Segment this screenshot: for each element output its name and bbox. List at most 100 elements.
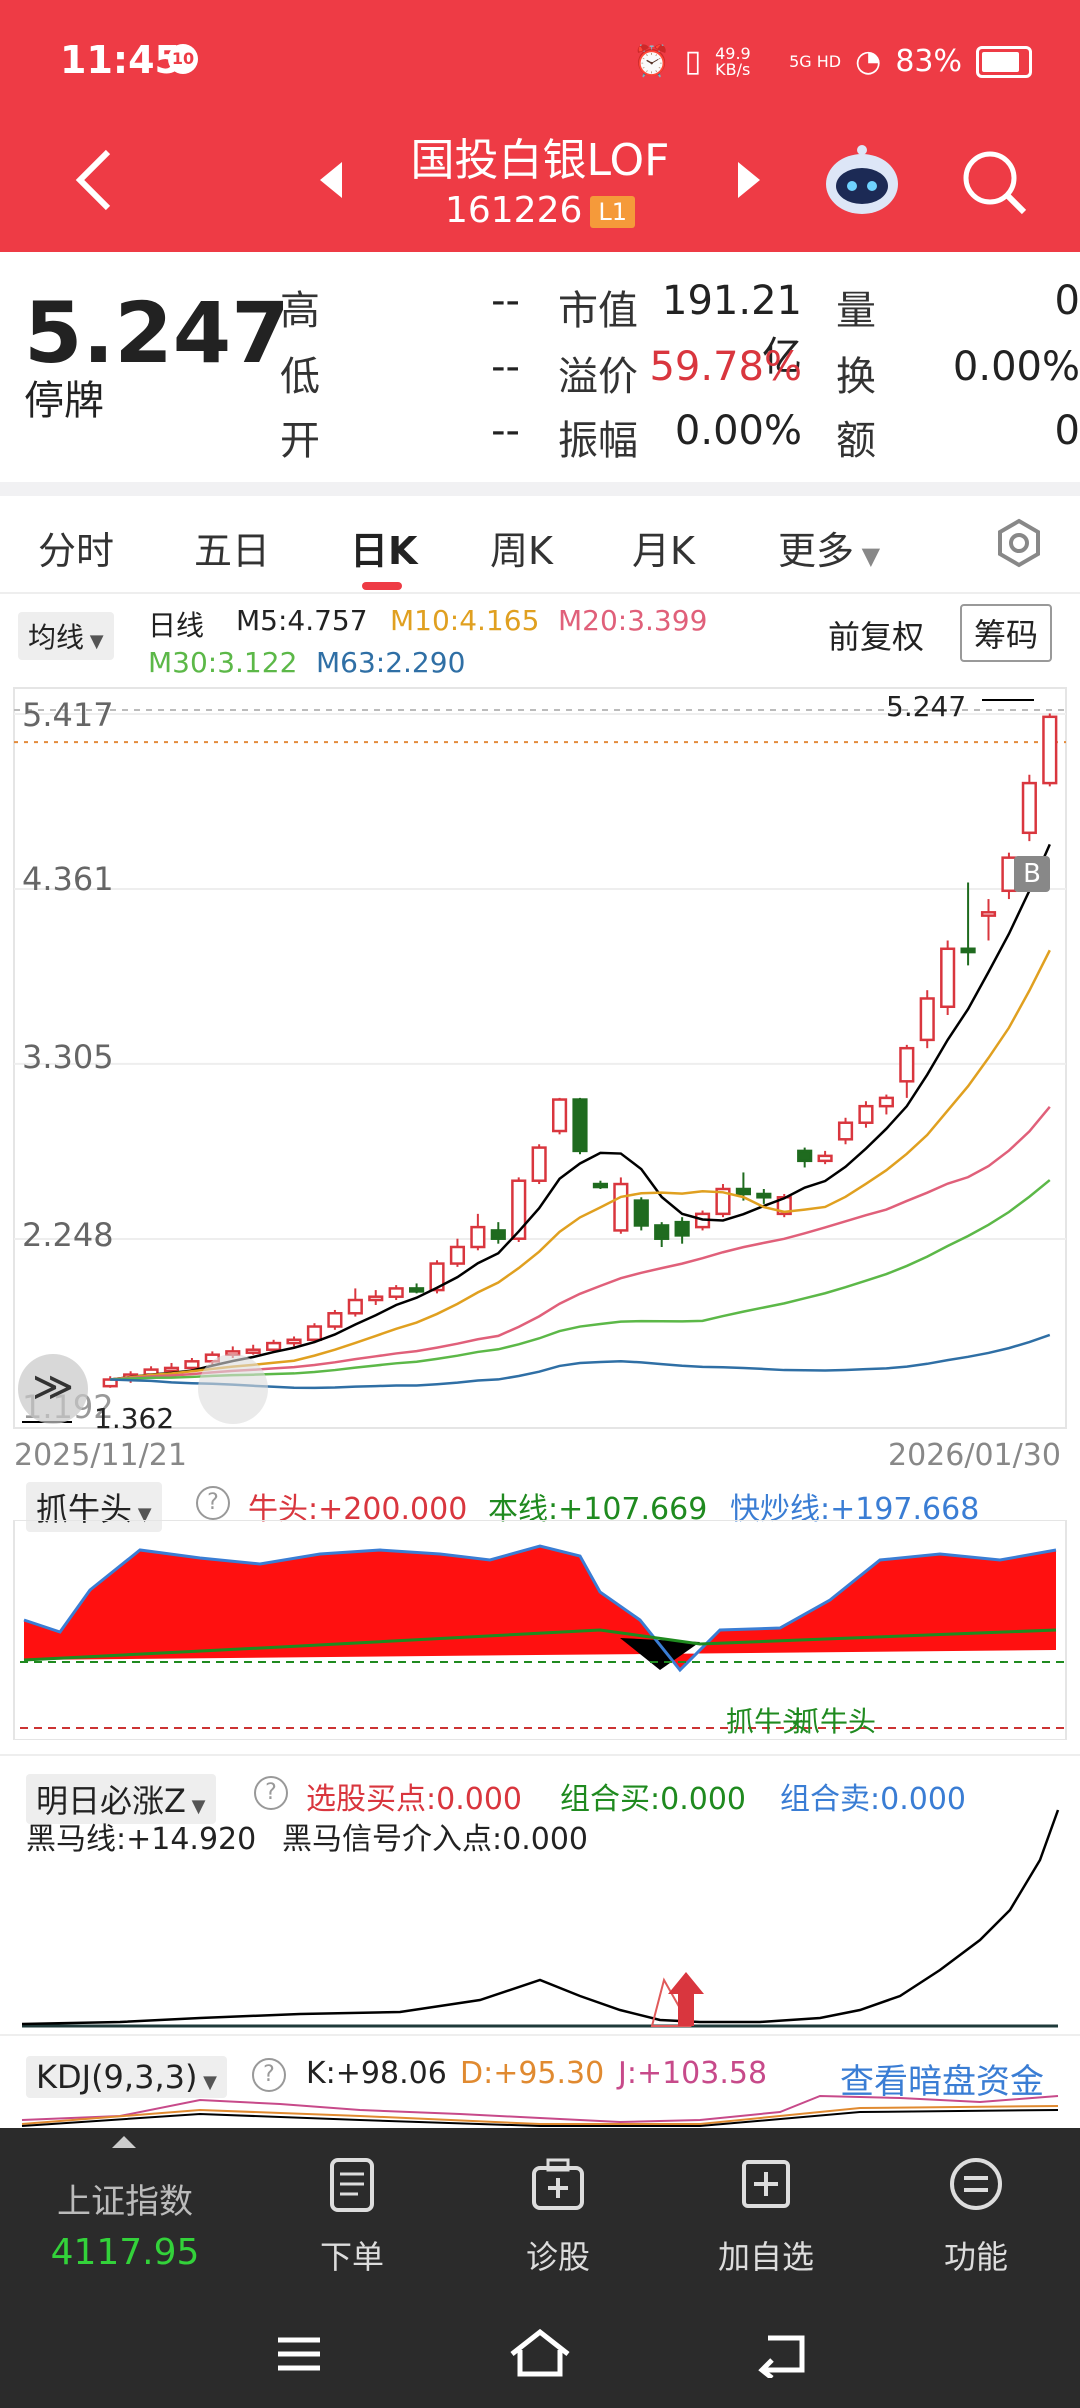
robot-assistant-icon[interactable] <box>822 142 902 218</box>
nav-functions-label: 功能 <box>943 2238 1008 2276</box>
nav-functions[interactable]: 功能 <box>896 2154 1056 2278</box>
nav-order-label: 下单 <box>319 2238 384 2276</box>
tab-more[interactable]: 更多 ▼ <box>778 520 880 575</box>
candle-body <box>633 1199 649 1227</box>
ind2-combo-sell: 组合卖:0.000 <box>780 1782 966 1817</box>
mktcap-label: 市值 <box>558 288 638 334</box>
ma20-label: M20:3.399 <box>558 604 708 637</box>
bottom-navigation: 上证指数 4117.95 下单 诊股 加自选 功能 <box>0 2128 1080 2408</box>
candle-body <box>1042 715 1058 785</box>
tab-daily-k[interactable]: 日K <box>350 529 418 573</box>
candle-body <box>449 1245 466 1265</box>
index-name[interactable]: 上证指数 <box>57 2182 193 2222</box>
kdj-k-line <box>21 2109 1059 2127</box>
candle-body <box>735 1187 751 1196</box>
ma30-line <box>110 1179 1051 1381</box>
settings-icon[interactable] <box>994 518 1044 568</box>
functions-icon <box>950 2158 1002 2210</box>
open-value: -- <box>491 408 520 454</box>
ind1-note: 抓牛头 <box>726 1705 811 1738</box>
candle-body <box>592 1182 609 1189</box>
baseline <box>23 1628 1057 1662</box>
tab-weekly-k[interactable]: 周K <box>490 529 553 573</box>
nav-diagnose-label: 诊股 <box>525 2238 590 2276</box>
home-icon[interactable] <box>508 2328 572 2380</box>
open-label: 开 <box>280 418 320 464</box>
ma-indicator-select[interactable]: 均线 ▼ <box>18 612 114 660</box>
fullscreen-icon[interactable] <box>198 1354 268 1424</box>
indicator3-label: KDJ(9,3,3) <box>36 2058 198 2096</box>
date-start: 2025/11/21 <box>14 1438 187 1473</box>
indicator1-select[interactable]: 抓牛头 ▼ <box>26 1482 162 1532</box>
ind1-note-2: 抓牛头 <box>792 1705 877 1738</box>
signal-arrow <box>668 1972 704 2026</box>
candle-body <box>817 1154 833 1163</box>
expand-arrows-icon[interactable]: ≫ <box>18 1354 88 1424</box>
chevron-down-icon: ▼ <box>197 2072 218 2093</box>
ind1-baseline: 本线:+107.669 <box>488 1492 708 1527</box>
candle-body <box>306 1325 323 1342</box>
expand-up-icon[interactable] <box>112 2136 136 2148</box>
kdj-k: K:+98.06 <box>306 2056 447 2091</box>
net-speed: 49.9 KB/s <box>715 43 751 79</box>
indicator3-select[interactable]: KDJ(9,3,3) ▼ <box>26 2056 228 2098</box>
fastline <box>23 1544 1057 1673</box>
amount-label: 额 <box>836 418 876 464</box>
adjust-mode[interactable]: 前复权 <box>828 618 925 656</box>
nav-add-watchlist[interactable]: 加自选 <box>686 2154 846 2278</box>
network-type: 5G HD <box>789 52 842 71</box>
chips-button[interactable]: 筹码 <box>960 604 1053 662</box>
ma20-line <box>110 1106 1051 1381</box>
tab-monthly-k[interactable]: 月K <box>632 529 695 573</box>
indicator2-select[interactable]: 明日必涨Z ▼ <box>26 1774 216 1824</box>
help-icon[interactable]: ? <box>254 1776 288 1810</box>
candle-body <box>919 997 935 1042</box>
next-stock-icon[interactable] <box>734 160 762 200</box>
candle-body <box>756 1192 772 1199</box>
app-header: 11:45 10 ⏰ ▯ 49.9 KB/s 5G HD ◔ 83% 国投白银L… <box>0 0 1080 252</box>
diagnose-icon <box>532 2158 584 2210</box>
help-icon[interactable]: ? <box>252 2058 286 2092</box>
nav-diagnose[interactable]: 诊股 <box>478 2154 638 2278</box>
menu-icon[interactable] <box>274 2332 324 2376</box>
ma5-label: M5:4.757 <box>236 604 368 637</box>
vibrate-icon: ▯ <box>684 44 702 79</box>
candle-body <box>286 1338 302 1345</box>
volume-value: 0 <box>1054 278 1080 324</box>
candle-body <box>878 1096 894 1108</box>
tabs-divider <box>0 592 1080 594</box>
nav-order[interactable]: 下单 <box>272 2154 432 2278</box>
tab-more-label: 更多 <box>778 529 855 573</box>
back-nav-icon[interactable] <box>754 2330 808 2378</box>
ma30-label: M30:3.122 <box>148 646 298 679</box>
help-icon[interactable]: ? <box>196 1486 230 1520</box>
ma5-line <box>110 843 1051 1381</box>
indicator1-chart[interactable] <box>0 1520 1080 1740</box>
candle-body <box>940 947 956 1009</box>
chart-frame <box>13 687 1067 1429</box>
buy-marker: B <box>1014 856 1050 892</box>
premium-label: 溢价 <box>558 354 638 400</box>
back-icon[interactable] <box>72 148 116 212</box>
candle-body <box>899 1046 915 1083</box>
candle-body <box>980 911 997 917</box>
add-watchlist-icon <box>742 2160 790 2208</box>
candle-body <box>490 1229 506 1240</box>
tab-active-indicator <box>362 582 402 590</box>
candle-body <box>613 1182 629 1232</box>
kline-chart[interactable] <box>0 684 1080 1444</box>
ind2-buy-point: 选股买点:0.000 <box>306 1782 522 1817</box>
dark-pool-link[interactable]: 查看暗盘资金 <box>840 2062 1044 2102</box>
indicator2-chart[interactable] <box>0 1800 1080 2030</box>
candle-body <box>531 1146 547 1182</box>
period-label: 日线 <box>148 609 205 642</box>
candle-body <box>184 1360 200 1370</box>
prev-stock-icon[interactable] <box>318 160 346 200</box>
tab-intraday[interactable]: 分时 <box>38 529 115 573</box>
tab-five-day[interactable]: 五日 <box>194 529 271 573</box>
panel-divider <box>0 2034 1080 2036</box>
turnover-label: 换 <box>836 354 876 400</box>
alarm-icon: ⏰ <box>633 44 671 79</box>
candle-body <box>245 1348 261 1354</box>
search-icon[interactable] <box>960 148 1030 218</box>
